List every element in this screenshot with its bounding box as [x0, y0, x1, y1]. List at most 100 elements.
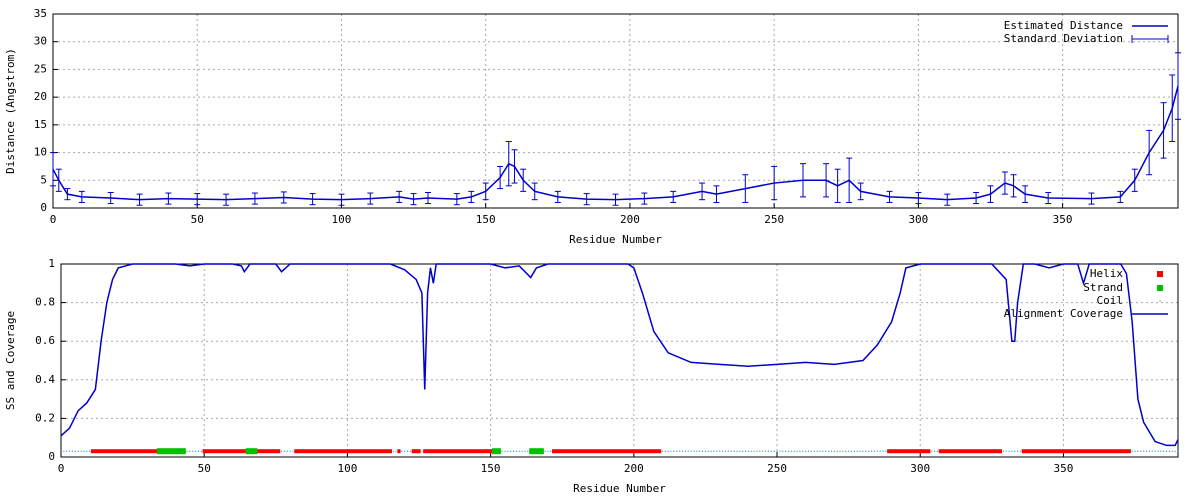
coil-dot [392, 450, 394, 452]
ss-segment [421, 450, 423, 452]
coil-dot [1154, 450, 1156, 452]
coil-dot [856, 450, 858, 452]
coil-dot [681, 450, 684, 452]
helix-marker [331, 449, 335, 454]
helix-marker [457, 449, 461, 454]
coil-dot [1005, 450, 1007, 452]
coil-dot [767, 450, 770, 452]
helix-marker [958, 449, 962, 454]
helix-marker [428, 449, 433, 454]
strand-marker [534, 448, 539, 455]
coil-dot [1011, 450, 1013, 452]
helix-marker [325, 449, 329, 454]
coil-dot [1145, 450, 1148, 452]
helix-marker [603, 449, 607, 454]
ss-segment [423, 449, 493, 454]
helix-marker [342, 449, 347, 454]
helix-marker [90, 449, 95, 454]
coil-dot [822, 450, 824, 452]
coil-dot [507, 450, 509, 452]
coil-dot [1160, 450, 1162, 452]
helix-marker [1121, 449, 1126, 454]
helix-marker [984, 449, 988, 454]
coil-dot [839, 450, 841, 452]
x-tick-label: 300 [910, 462, 930, 475]
helix-marker [1061, 449, 1066, 454]
helix-marker [116, 449, 120, 454]
coil-dot [827, 450, 830, 452]
helix-marker [259, 449, 264, 454]
coil-dot [1131, 450, 1133, 452]
helix-marker [600, 449, 604, 454]
coil-dot [879, 450, 881, 452]
ss-segment [294, 449, 392, 454]
coil-dot [776, 450, 778, 452]
helix-marker [563, 449, 567, 454]
helix-marker [320, 449, 324, 454]
strand-marker [159, 448, 163, 455]
helix-marker [431, 449, 435, 454]
coil-dot [195, 450, 197, 452]
ss-segment [1131, 450, 1179, 452]
helix-marker [294, 449, 298, 454]
helix-marker [1110, 449, 1114, 454]
y-axis-title: Distance (Angstrom) [4, 48, 17, 174]
x-axis-title: Residue Number [569, 233, 662, 246]
coil-dot [527, 450, 529, 452]
helix-marker [1113, 449, 1117, 454]
coil-dot [197, 450, 200, 452]
helix-marker [102, 449, 106, 454]
coil-dot [192, 450, 194, 452]
helix-marker [995, 449, 1000, 454]
helix-marker [1101, 449, 1106, 454]
helix-marker [895, 449, 899, 454]
helix-marker [411, 449, 415, 454]
helix-marker [953, 449, 957, 454]
helix-marker [1047, 449, 1051, 454]
ss-segment [90, 449, 158, 454]
helix-marker [592, 449, 596, 454]
coil-dot [865, 450, 867, 452]
helix-marker [151, 449, 155, 454]
helix-marker [231, 449, 235, 454]
helix-marker [1073, 449, 1077, 454]
ss-segment [552, 449, 662, 454]
y-axis-title: SS and Coverage [4, 311, 17, 410]
strand-marker [248, 448, 252, 455]
helix-marker [317, 449, 321, 454]
coil-dot [186, 450, 188, 452]
coil-dot [1157, 450, 1159, 452]
helix-marker [1036, 449, 1040, 454]
helix-marker [1033, 449, 1037, 454]
coil-dot [816, 450, 818, 452]
x-tick-label: 150 [481, 462, 501, 475]
helix-marker [486, 449, 490, 454]
coil-dot [733, 450, 735, 452]
helix-marker [360, 449, 364, 454]
coil-dot [86, 450, 88, 452]
coil-dot [719, 450, 721, 452]
strand-marker [165, 448, 169, 455]
helix-marker [110, 449, 115, 454]
coil-dot [684, 450, 686, 452]
coil-dot [1017, 450, 1019, 452]
helix-marker [322, 449, 327, 454]
helix-marker [637, 449, 642, 454]
y-tick-label: 0.8 [35, 296, 55, 309]
helix-marker [365, 449, 370, 454]
coil-dot [707, 450, 709, 452]
strand-marker [174, 448, 178, 455]
helix-marker [277, 449, 281, 454]
helix-marker [268, 449, 272, 454]
helix-marker [202, 449, 206, 454]
strand-marker [494, 448, 499, 455]
coil-dot [1008, 450, 1010, 452]
x-tick-label: 0 [58, 462, 65, 475]
legend-swatch [1157, 285, 1163, 291]
helix-marker [340, 449, 344, 454]
coil-dot [862, 450, 864, 452]
x-axis-title: Residue Number [573, 482, 666, 495]
coil-dot [885, 450, 887, 452]
ss-segment [938, 449, 971, 454]
helix-marker [921, 449, 925, 454]
